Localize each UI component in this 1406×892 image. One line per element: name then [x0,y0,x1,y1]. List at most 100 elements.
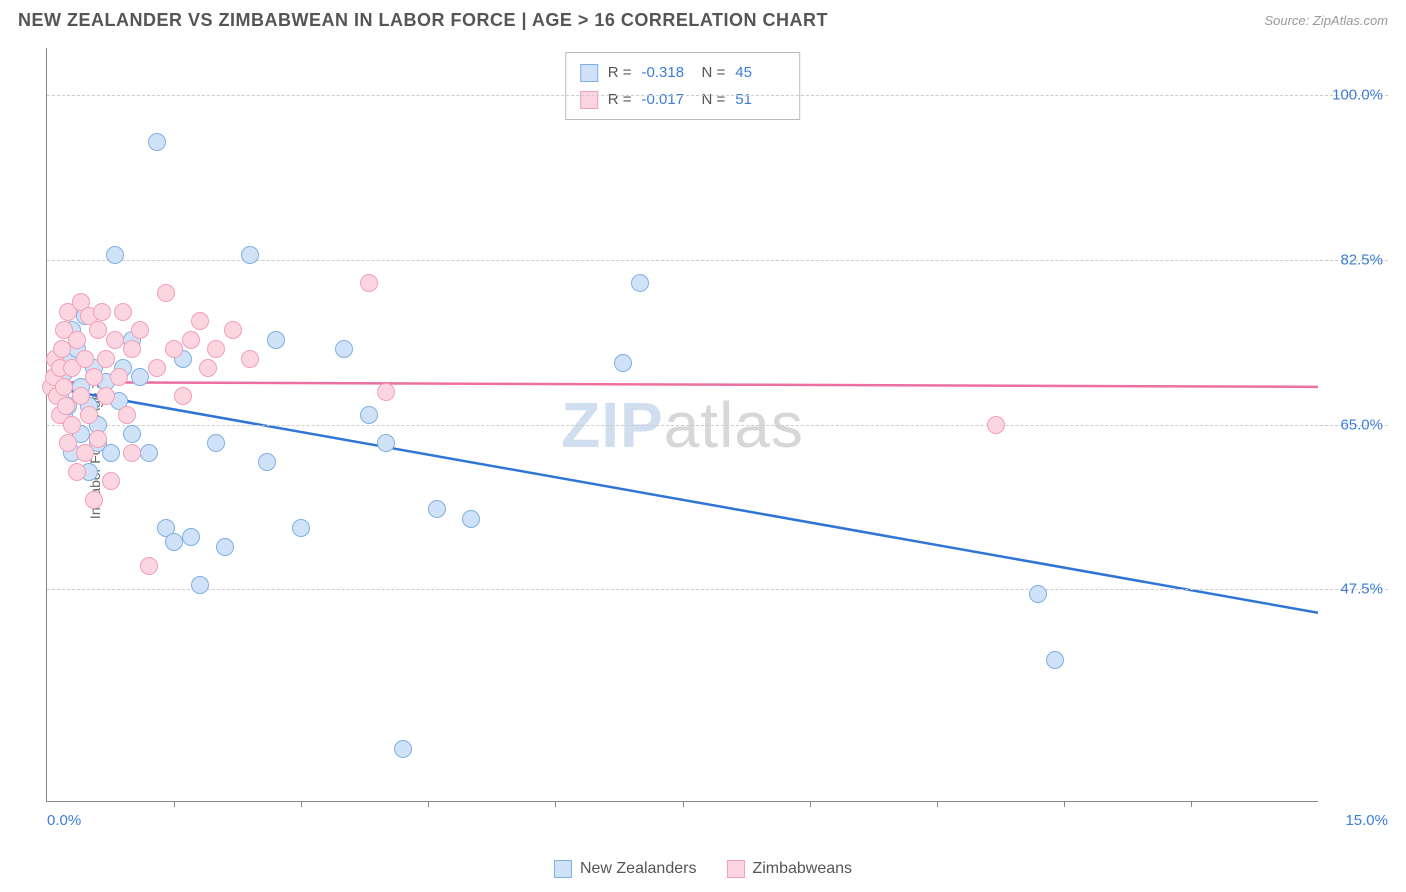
scatter-point [207,434,225,452]
scatter-point [216,538,234,556]
chart-title: NEW ZEALANDER VS ZIMBABWEAN IN LABOR FOR… [18,10,828,31]
scatter-point [55,378,73,396]
scatter-point [76,444,94,462]
stats-row: R = -0.318 N = 45 [580,59,786,86]
y-tick-label: 100.0% [1332,87,1383,104]
scatter-point [118,406,136,424]
stats-n-value: 45 [735,59,785,86]
scatter-point [63,416,81,434]
legend-swatch [554,860,572,878]
scatter-point [631,274,649,292]
scatter-point [106,246,124,264]
legend-swatch [580,91,598,109]
scatter-point [191,576,209,594]
x-tick [937,801,938,807]
scatter-point [462,510,480,528]
x-axis-start-label: 0.0% [47,812,81,829]
legend-item: Zimbabweans [726,860,852,878]
stats-r-value: -0.318 [642,59,692,86]
legend-swatch [726,860,744,878]
scatter-point [360,406,378,424]
scatter-point [292,519,310,537]
x-tick [810,801,811,807]
scatter-point [258,453,276,471]
scatter-point [1029,585,1047,603]
x-tick [1064,801,1065,807]
scatter-point [102,472,120,490]
scatter-point [165,533,183,551]
scatter-point [106,331,124,349]
scatter-point [182,331,200,349]
scatter-point [140,557,158,575]
stats-n-value: 51 [735,86,785,113]
x-tick [428,801,429,807]
stats-r-value: -0.017 [642,86,692,113]
stats-legend-box: R = -0.318 N = 45 R = -0.017 N = 51 [565,52,801,120]
scatter-point [987,416,1005,434]
stats-n-label: N = [702,59,726,86]
stats-r-label: R = [608,86,632,113]
scatter-point [148,359,166,377]
stats-row: R = -0.017 N = 51 [580,86,786,113]
y-tick-label: 65.0% [1340,416,1383,433]
legend-item: New Zealanders [554,860,697,878]
scatter-point [394,740,412,758]
scatter-point [76,350,94,368]
gridline-h [47,95,1388,96]
scatter-point [174,387,192,405]
scatter-point [224,321,242,339]
scatter-point [267,331,285,349]
scatter-point [182,528,200,546]
stats-n-label: N = [702,86,726,113]
gridline-h [47,589,1388,590]
scatter-point [377,434,395,452]
scatter-point [377,383,395,401]
scatter-point [85,368,103,386]
scatter-point [199,359,217,377]
scatter-point [97,350,115,368]
scatter-point [114,303,132,321]
plot-container: In Labor Force | Age > 16 ZIPatlas R =-0… [46,48,1388,832]
scatter-point [93,303,111,321]
scatter-point [123,340,141,358]
scatter-point [191,312,209,330]
plot-area: ZIPatlas R =-0.318N =45R =-0.017N =51 0.… [46,48,1318,802]
x-axis-end-label: 15.0% [1345,812,1388,829]
regression-line [47,387,1318,613]
scatter-point [207,340,225,358]
x-tick [301,801,302,807]
scatter-point [131,321,149,339]
legend-swatch [580,64,598,82]
scatter-point [157,284,175,302]
scatter-point [89,321,107,339]
scatter-point [110,368,128,386]
x-tick [1191,801,1192,807]
scatter-point [123,444,141,462]
scatter-point [148,133,166,151]
x-tick [683,801,684,807]
source-attribution: Source: ZipAtlas.com [1264,13,1388,28]
scatter-point [123,425,141,443]
scatter-point [1046,651,1064,669]
x-tick [174,801,175,807]
scatter-point [360,274,378,292]
legend-label: New Zealanders [580,860,697,878]
scatter-point [68,331,86,349]
scatter-point [85,491,103,509]
scatter-point [140,444,158,462]
scatter-point [428,500,446,518]
y-tick-label: 47.5% [1340,581,1383,598]
scatter-point [89,430,107,448]
gridline-h [47,425,1388,426]
scatter-point [68,463,86,481]
scatter-point [241,350,259,368]
scatter-point [241,246,259,264]
scatter-point [102,444,120,462]
legend-bottom: New Zealanders Zimbabweans [554,860,852,878]
scatter-point [614,354,632,372]
stats-r-label: R = [608,59,632,86]
x-tick [555,801,556,807]
regression-line [47,382,1318,387]
legend-label: Zimbabweans [752,860,852,878]
scatter-point [335,340,353,358]
